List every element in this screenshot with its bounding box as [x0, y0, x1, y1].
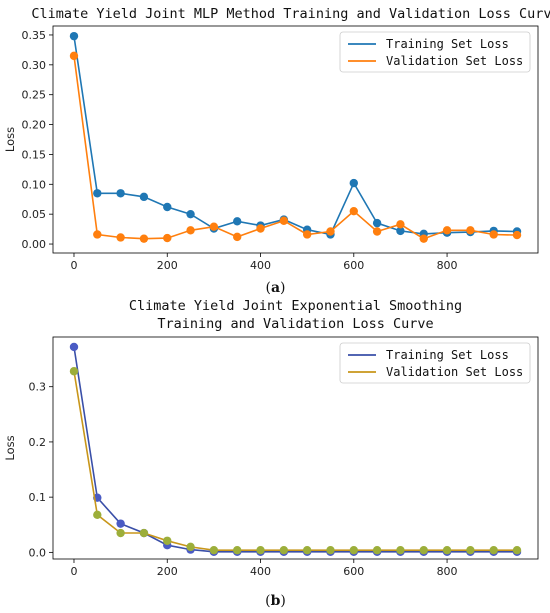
data-point [419, 545, 428, 555]
data-point [442, 545, 452, 555]
data-point [186, 209, 195, 219]
figure-caption: (b) [265, 593, 286, 609]
data-point [209, 545, 219, 555]
data-point [489, 230, 498, 239]
data-point [372, 227, 382, 236]
data-point [279, 545, 289, 555]
x-tick-label: 600 [343, 259, 364, 272]
data-point [396, 220, 405, 229]
data-point [163, 202, 172, 212]
legend-label: Validation Set Loss [386, 365, 523, 379]
data-point [163, 536, 172, 545]
series-line [73, 371, 517, 552]
chart-title: Training and Validation Loss Curve [157, 316, 433, 332]
series-line [73, 55, 518, 240]
y-tick-label: 0.05 [22, 208, 47, 221]
data-point [326, 227, 335, 236]
legend: Training Set Loss Validation Set Loss [339, 31, 531, 73]
data-point [256, 545, 265, 555]
data-point [372, 545, 382, 555]
data-point [69, 342, 79, 352]
x-tick-label: 800 [437, 259, 458, 272]
data-point [302, 230, 312, 239]
y-tick-label: 0.00 [22, 238, 47, 251]
legend-label: Training Set Loss [386, 348, 509, 362]
data-point [69, 51, 79, 61]
y-axis-label: Loss [3, 435, 17, 460]
y-tick-label: 0.15 [22, 148, 47, 161]
y-tick-label: 0.20 [22, 119, 47, 132]
legend: Training Set Loss Validation Set Loss [339, 342, 531, 384]
x-tick-label: 800 [437, 565, 458, 578]
legend-label: Validation Set Loss [386, 54, 523, 68]
chart-title: Climate Yield Joint MLP Method Training … [31, 6, 550, 22]
data-point [93, 189, 102, 198]
data-point [419, 234, 428, 243]
data-point [116, 519, 125, 528]
data-point [489, 545, 498, 555]
data-point [466, 545, 475, 555]
plot-frame [52, 336, 539, 560]
y-tick-label: 0.3 [29, 381, 47, 394]
y-tick-label: 0.2 [29, 436, 47, 449]
data-point [116, 528, 125, 538]
plot-frame [52, 25, 539, 254]
x-tick-label: 200 [157, 259, 178, 272]
chart-b: Climate Yield Joint Exponential Smoothin… [3, 298, 539, 609]
data-point [139, 528, 149, 538]
x-tick-label: 200 [157, 565, 178, 578]
data-point [186, 226, 195, 235]
data-point [139, 192, 149, 202]
data-point [256, 224, 265, 233]
data-point [302, 545, 312, 555]
x-tick-label: 0 [70, 565, 77, 578]
legend-label: Training Set Loss [386, 37, 509, 51]
data-point [326, 545, 335, 555]
y-tick-label: 0.0 [29, 546, 47, 559]
data-point [139, 234, 149, 243]
data-point [442, 226, 452, 235]
series-validation-set-loss [69, 51, 522, 243]
x-tick-label: 600 [343, 565, 364, 578]
data-point [396, 545, 405, 555]
data-point [116, 189, 125, 198]
y-tick-label: 0.10 [22, 178, 47, 191]
y-tick-label: 0.30 [22, 59, 47, 72]
data-point [349, 545, 358, 555]
legend-box [339, 342, 531, 384]
data-point [372, 218, 382, 228]
data-point [466, 226, 475, 235]
y-tick-label: 0.35 [22, 29, 47, 42]
y-axis-label: Loss [3, 127, 17, 152]
x-tick-label: 0 [70, 259, 77, 272]
data-point [233, 545, 242, 555]
data-point [349, 206, 358, 216]
chart-title: Climate Yield Joint Exponential Smoothin… [129, 298, 462, 314]
x-tick-label: 400 [250, 259, 271, 272]
data-point [209, 222, 219, 231]
x-tick-label: 400 [250, 565, 271, 578]
data-point [69, 367, 79, 376]
series-validation-set-loss [69, 367, 522, 555]
data-point [116, 233, 125, 242]
data-point [93, 510, 102, 520]
data-point [186, 542, 195, 552]
y-tick-label: 0.1 [29, 491, 47, 504]
data-point [349, 178, 358, 188]
data-point [512, 230, 522, 240]
data-point [396, 226, 405, 236]
data-point [163, 233, 172, 243]
y-tick-label: 0.25 [22, 89, 47, 102]
data-point [512, 545, 522, 555]
data-point [93, 230, 102, 239]
data-point [233, 217, 242, 226]
data-point [279, 216, 289, 225]
legend-box [339, 31, 531, 73]
figure-caption: (a) [265, 280, 285, 296]
data-point [233, 232, 242, 242]
data-point [69, 31, 79, 41]
chart-a: Climate Yield Joint MLP Method Training … [3, 6, 550, 296]
